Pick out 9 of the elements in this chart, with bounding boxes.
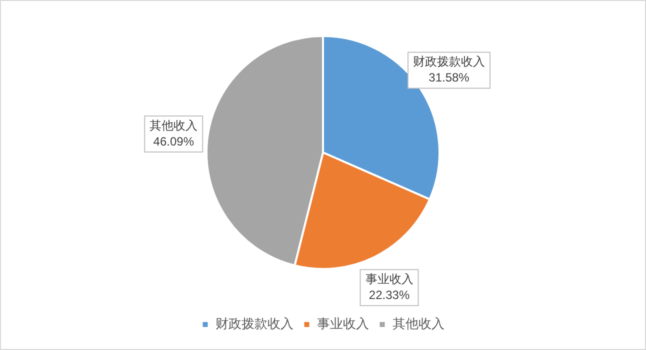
legend-label: 事业收入 [316,316,369,332]
slice-label: 其他收入 [150,118,198,132]
slice-label: 事业收入 [365,272,414,286]
legend-label: 其他收入 [392,316,444,332]
data-label: 31.58% [428,70,470,84]
legend-label: 财政拨款收入 [215,316,294,332]
slice-label: 财政拨款收入 [412,54,485,68]
data-label: 22.33% [368,288,410,302]
data-label: 46.09% [153,134,194,148]
